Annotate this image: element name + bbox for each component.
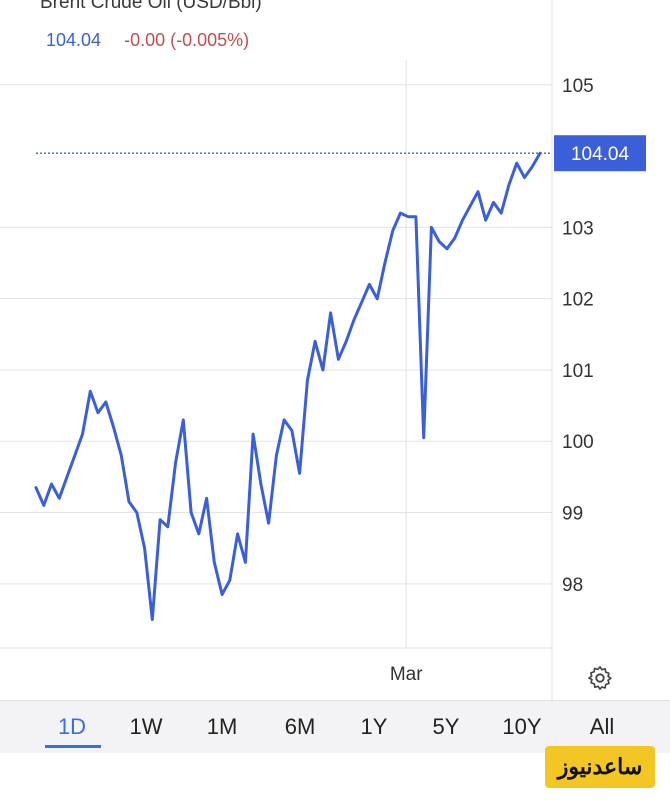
y-tick-label: 99	[562, 504, 583, 525]
series-line	[34, 151, 542, 621]
x-tick-label: Mar	[390, 664, 423, 685]
gear-icon[interactable]	[586, 664, 614, 692]
range-tab-1w[interactable]: 1W	[129, 714, 163, 739]
y-tick-label: 105	[562, 76, 594, 97]
range-tab-10y[interactable]: 10Y	[502, 714, 542, 739]
range-tab-1y[interactable]: 1Y	[360, 714, 388, 739]
price-change: -0.00 (-0.005%)	[124, 30, 250, 50]
range-tab-6m[interactable]: 6M	[284, 714, 316, 739]
range-tab-1d[interactable]: 1D	[57, 714, 87, 739]
y-tick-label: 98	[562, 575, 583, 596]
y-tick-label: 103	[562, 218, 594, 239]
range-selector	[0, 700, 670, 753]
watermark-logo: ساعدنیوز	[545, 746, 655, 788]
y-tick-label: 101	[562, 361, 594, 382]
price-chart[interactable]: 98 99 100 101 102 103 105 Mar 104.04	[0, 0, 670, 700]
range-tab-5y[interactable]: 5Y	[432, 714, 460, 739]
y-tick-label: 102	[562, 290, 594, 311]
range-tab-all[interactable]: All	[589, 714, 615, 739]
quote-row: 104.04 -0.00 (-0.005%)	[46, 30, 249, 51]
range-tab-1m[interactable]: 1M	[206, 714, 238, 739]
y-tick-label: 100	[562, 432, 594, 453]
current-price: 104.04	[46, 30, 102, 50]
chart-title: Brent Crude Oil (USD/Bbl)	[40, 0, 262, 13]
active-tab-underline	[45, 745, 101, 748]
last-price-tag	[554, 135, 646, 172]
last-price-label: 104.04	[571, 144, 630, 165]
